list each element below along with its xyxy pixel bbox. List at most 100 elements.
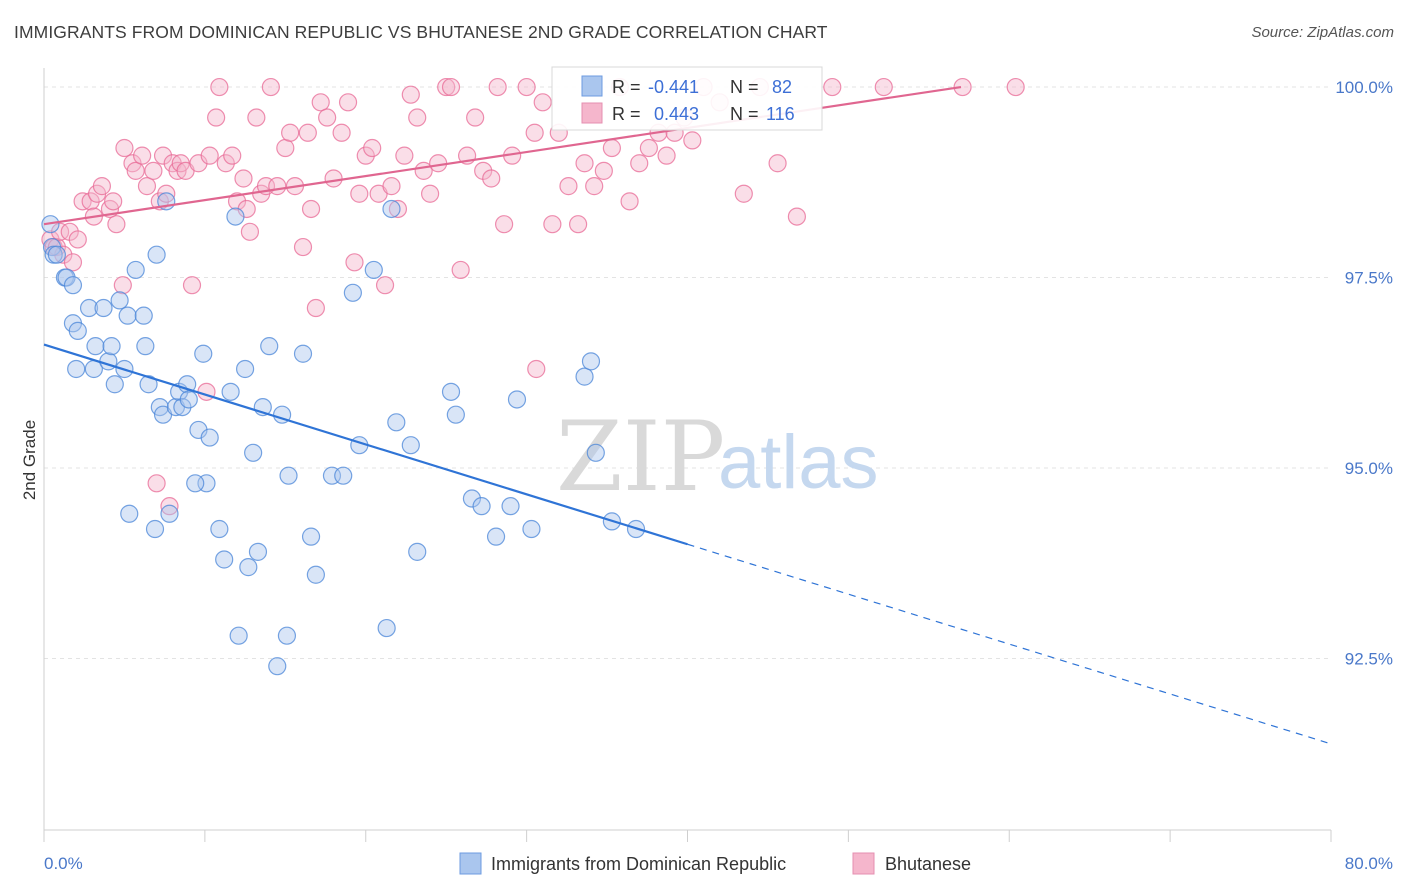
bhutanese-point [160,497,179,516]
bhutanese-point [363,138,382,158]
x-axis-ticks [43,830,1332,842]
stats-r-label-pink: R = [612,104,641,124]
legend-label-dominican-republic: Immigrants from Dominican Republic [491,854,786,874]
bhutanese-point [488,77,507,97]
dominican-republic-point [244,443,263,462]
bhutanese-point [311,93,330,112]
dominican-republic-point [293,344,313,363]
bhutanese-point [268,177,287,196]
dominican-republic-point [343,283,362,302]
bhutanese-point [81,192,100,211]
bhutanese-point [451,260,470,280]
bhutanese-point [223,146,242,165]
bhutanese-point [525,123,544,142]
bhutanese-point [210,77,229,97]
stats-legend: R = -0.441 N = 82 R = 0.443 N = 116 [551,66,823,131]
dominican-republic-point [110,291,129,310]
y-tick-label: 95.0% [1345,459,1393,478]
bhutanese-point [1006,77,1025,97]
dominican-republic-point [105,375,124,394]
dominican-republic-point [210,519,229,539]
bhutanese-point [182,276,202,295]
bhutanese-point [874,77,893,97]
dominican-republic-point [239,558,258,577]
dominican-republic-point [586,443,605,462]
bhutanese-point [200,146,219,165]
bhutanese-point [639,138,658,158]
dominican-republic-point [226,207,245,226]
dominican-republic-point [47,245,66,264]
stats-r-value-blue: -0.441 [648,77,699,97]
dominican-republic-point [200,428,219,447]
dominican-republic-point [102,337,121,356]
chart-source: Source: ZipAtlas.com [1251,24,1394,41]
stats-n-value-blue: 82 [772,77,792,97]
bhutanese-point [575,154,594,173]
bhutanese-point [68,230,87,249]
dominican-republic-point [441,382,461,401]
dominican-republic-point [268,657,287,676]
dominican-republic-point [145,519,165,539]
bhutanese-point [137,177,157,196]
bhutanese-point [382,177,401,196]
bhutanese-point [517,77,536,97]
dominican-republic-point [94,298,113,318]
bhutanese-point [207,108,226,127]
dominican-republic-point [57,268,76,287]
stats-swatch-pink [581,102,603,124]
bhutanese-point [144,161,163,180]
dominican-republic-point [306,565,325,584]
stats-n-label-blue: N = [730,77,759,97]
bhutanese-point [126,161,145,180]
legend-label-bhutanese: Bhutanese [885,854,971,874]
bhutanese-point [247,108,266,127]
y-tick-label: 97.5% [1345,269,1393,288]
dominican-republic-point [136,337,155,356]
dominican-republic-point [462,489,482,508]
bhutanese-point [437,77,456,97]
bhutanese-point [324,169,343,188]
dominican-republic-point [118,306,137,325]
bhutanese-point [92,177,112,196]
dominican-republic-point [408,542,427,561]
stats-swatch-blue [581,75,603,97]
bhutanese-point [823,77,842,97]
dominican-republic-point [160,504,179,523]
bhutanese-point [657,146,676,165]
bhutanese-point [345,253,364,272]
bhutanese-point [301,199,321,219]
dominican-republic-point [194,344,213,363]
dominican-republic-point [301,527,321,546]
trend-line-dominican-republic-extension [687,543,1332,745]
bhutanese-point [157,184,176,203]
dominican-republic-point [446,405,465,424]
bhutanese-point [153,146,173,165]
dominican-republic-point [120,504,139,523]
dominican-republic-point [387,413,406,432]
dominican-republic-point [472,497,491,516]
bhutanese-point [332,123,351,142]
watermark-zip: ZIP [556,401,725,513]
bhutanese-point [620,192,639,211]
bhutanese-point [401,85,420,104]
stats-r-value-pink: 0.443 [654,104,699,124]
bhutanese-point [533,93,552,112]
dominican-republic-point [507,390,527,409]
dominican-republic-point [173,397,192,417]
dominican-republic-point [147,245,166,264]
dominican-republic-point [575,367,594,386]
dominican-republic-point [221,382,240,401]
bhutanese-point [298,123,317,142]
bhutanese-point [527,359,546,379]
bhutanese-point [306,298,325,318]
watermark-atlas: atlas [718,420,879,505]
y-tick-label: 100.0% [1335,78,1393,97]
dominican-republic-point [377,618,396,638]
bhutanese-point [293,237,313,257]
dominican-republic-point [86,337,105,356]
x-tick-label-max: 80.0% [1345,854,1393,873]
bhutanese-point [734,184,753,203]
dominican-republic-point [68,321,87,340]
legend-swatch-bhutanese [852,852,875,875]
